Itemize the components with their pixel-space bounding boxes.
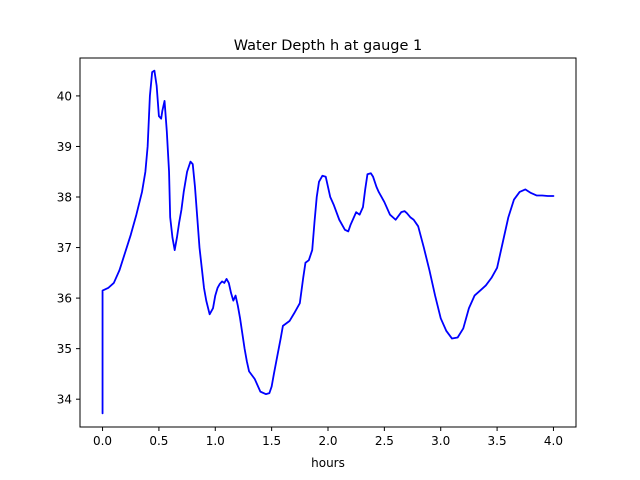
x-tick-label: 4.0 [544, 434, 563, 448]
x-tick-label: 2.0 [318, 434, 337, 448]
x-axis-label: hours [311, 456, 345, 470]
chart-title: Water Depth h at gauge 1 [234, 38, 422, 54]
x-tick-label: 3.0 [431, 434, 450, 448]
x-tick-label: 1.5 [262, 434, 281, 448]
y-tick-label: 39 [57, 140, 72, 154]
x-tick-label: 2.5 [375, 434, 394, 448]
x-tick-label: 0.0 [93, 434, 112, 448]
y-tick-label: 38 [57, 191, 72, 205]
y-tick-label: 34 [57, 393, 72, 407]
y-tick-label: 35 [57, 342, 72, 356]
y-axis: 34 35 36 37 38 39 40 [57, 89, 80, 407]
x-axis: 0.0 0.5 1.0 1.5 2.0 2.5 3.0 3.5 4.0 [93, 427, 563, 448]
y-tick-label: 36 [57, 292, 72, 306]
series-line [101, 69, 555, 415]
x-tick-label: 0.5 [149, 434, 168, 448]
x-tick-label: 3.5 [488, 434, 507, 448]
y-tick-label: 40 [57, 89, 72, 103]
x-tick-label: 1.0 [206, 434, 225, 448]
y-tick-label: 37 [57, 241, 72, 255]
